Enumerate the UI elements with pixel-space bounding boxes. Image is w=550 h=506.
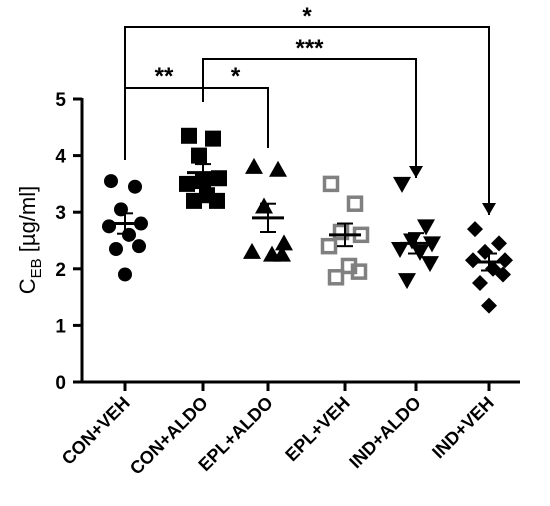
data-points (102, 127, 513, 314)
data-point (209, 192, 225, 209)
y-axis-label-unit: [µg/ml] (15, 186, 40, 259)
y-tick-label: 4 (55, 147, 66, 168)
data-point (327, 269, 345, 286)
data-point (465, 252, 481, 269)
data-point (181, 127, 197, 144)
significance-brackets: ** ***** (124, 3, 496, 215)
data-point (128, 179, 142, 194)
y-axis-label: CEB [µg/ml] (15, 186, 45, 294)
data-point (269, 160, 287, 177)
data-point (398, 273, 416, 290)
data-point (179, 175, 195, 192)
data-point (211, 170, 227, 187)
data-point (243, 242, 261, 259)
data-point (477, 243, 493, 260)
data-point (472, 274, 488, 291)
data-point (332, 223, 350, 241)
data-point (118, 267, 132, 282)
data-point (191, 147, 207, 164)
data-point (245, 157, 263, 174)
significance-label: *** (295, 35, 324, 62)
data-point (481, 297, 497, 314)
bracket-arrowhead (409, 166, 423, 178)
data-point (467, 221, 483, 238)
data-point (104, 174, 118, 189)
data-point (346, 195, 364, 212)
y-tick-label: 0 (55, 373, 66, 394)
x-tick-label: IND+VEH (428, 393, 498, 463)
data-point (275, 234, 293, 251)
data-point (491, 235, 507, 252)
data-point (497, 252, 513, 269)
x-tick-label: EPL+VEH (281, 393, 354, 466)
bracket-line (124, 26, 490, 215)
data-point (417, 219, 435, 236)
y-tick-label: 5 (55, 90, 66, 111)
significance-bracket: ** (124, 63, 204, 160)
significance-label: * (302, 3, 312, 30)
data-point (102, 219, 116, 234)
x-tick-label: CON+VEH (58, 393, 134, 469)
data-point (320, 237, 338, 255)
y-tick-label: 2 (55, 260, 66, 281)
x-tick-label: IND+ALDO (345, 393, 425, 473)
y-tick-label: 3 (55, 203, 66, 224)
y-axis-label-sub: EB (28, 258, 45, 278)
significance-label: * (231, 63, 241, 90)
significance-label: ** (155, 63, 174, 90)
data-point (109, 241, 123, 256)
data-point (495, 266, 511, 283)
data-point (255, 197, 273, 214)
bracket-line (202, 58, 417, 178)
y-axis: 0 1 2 3 4 5 (55, 90, 84, 394)
data-point (393, 176, 411, 193)
mean-sem-bars (109, 163, 505, 272)
significance-bracket: * (124, 3, 496, 215)
significance-bracket: *** (202, 35, 423, 178)
bracket-arrowhead (482, 203, 496, 215)
data-point (350, 263, 368, 280)
data-point (205, 130, 221, 147)
data-point (186, 192, 202, 209)
data-point (132, 239, 146, 254)
data-point (421, 256, 439, 273)
data-point (322, 175, 340, 193)
y-tick-label: 1 (55, 316, 66, 337)
data-point (273, 245, 291, 262)
data-point (391, 241, 409, 258)
y-axis-label-main: C (15, 278, 40, 294)
